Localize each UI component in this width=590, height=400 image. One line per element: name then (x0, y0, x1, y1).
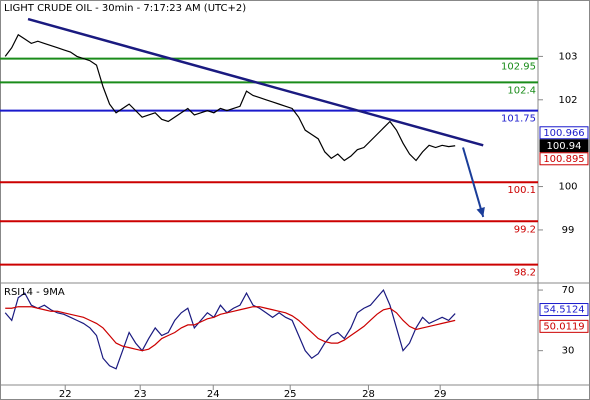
x-tick-label: 23 (134, 389, 147, 400)
x-tick-label: 25 (284, 389, 297, 400)
x-tick-label: 28 (362, 389, 375, 400)
y-tick-label: 70 (562, 285, 575, 296)
readout-box (539, 126, 589, 140)
series-line (5, 306, 456, 352)
level-label: 98.2 (514, 268, 536, 279)
level-label: 100.1 (507, 185, 536, 196)
x-tick-label: 29 (434, 389, 447, 400)
series-line (4, 33, 456, 162)
level-label: 99.2 (514, 224, 536, 235)
y-tick-label: 30 (562, 346, 575, 357)
readout-box (539, 303, 589, 317)
y-tick-label: 99 (562, 225, 575, 236)
arrow-shaft (462, 147, 485, 218)
readout-label: 50.0119 (543, 321, 584, 332)
readout-label: 100.895 (543, 154, 584, 165)
readout-box (539, 139, 589, 153)
level-label: 102.4 (507, 85, 536, 96)
arrow-head (476, 207, 485, 217)
x-tick-label: 22 (59, 389, 72, 400)
readout-label: 100.94 (547, 141, 582, 152)
level-label: 102.95 (501, 62, 536, 73)
readout-box (539, 319, 589, 333)
x-tick-label: 24 (207, 389, 220, 400)
y-tick-label: 102 (558, 95, 577, 106)
trendline (27, 17, 484, 147)
chart-title: RSI14 - 9MA (4, 287, 65, 298)
y-tick-label: 103 (558, 51, 577, 62)
chart-title: LIGHT CRUDE OIL - 30min - 7:17:23 AM (UT… (4, 3, 246, 14)
y-tick-label: 100 (558, 182, 577, 193)
readout-box (539, 152, 589, 166)
readout-label: 100.966 (543, 128, 584, 139)
readout-label: 54.5124 (543, 305, 584, 316)
series-line (4, 288, 456, 370)
level-label: 101.75 (501, 114, 536, 125)
